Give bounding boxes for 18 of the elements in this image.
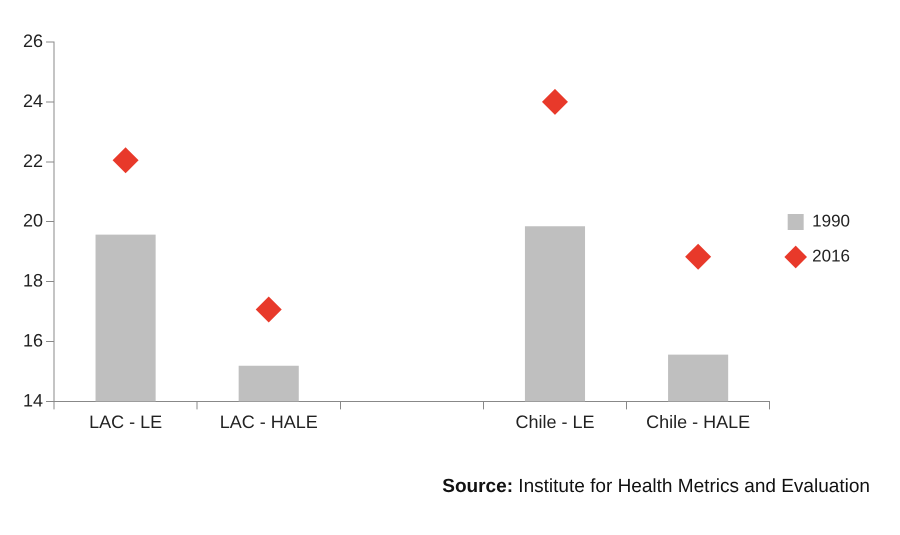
source-note: Source: Institute for Health Metrics and Evaluation — [442, 476, 870, 498]
legend-label: 2016 — [812, 246, 850, 266]
y-tick-label: 14 — [22, 390, 44, 410]
x-tick-label: Chile - LE — [515, 412, 594, 432]
y-tick-label: 22 — [22, 150, 44, 171]
y-tick-label: 20 — [22, 210, 44, 231]
y-tick-label: 24 — [22, 90, 44, 111]
point — [112, 147, 139, 174]
point — [542, 88, 568, 115]
y-tick-label: 26 — [22, 30, 44, 51]
legend-label: 1990 — [812, 212, 850, 231]
y-tick-label: 18 — [22, 270, 44, 291]
x-tick-label: LAC - LE — [89, 412, 162, 432]
point — [256, 296, 282, 322]
x-tick-label: LAC - HALE — [220, 412, 318, 432]
point — [685, 244, 712, 270]
y-tick-label: 16 — [22, 330, 44, 350]
x-tick-label: Chile - HALE — [646, 412, 750, 432]
